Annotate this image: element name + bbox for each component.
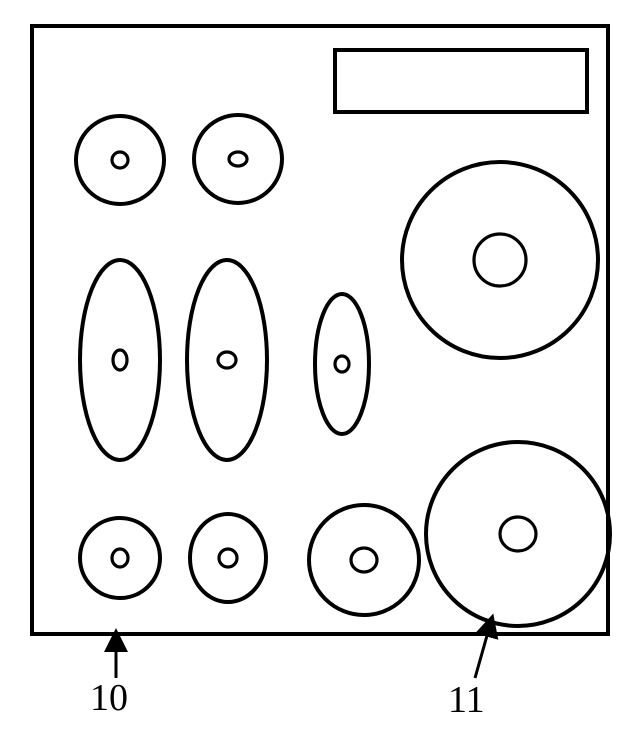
control-3 <box>187 260 267 460</box>
display-rect <box>335 50 587 112</box>
control-0 <box>76 116 164 204</box>
control-5 <box>402 162 598 358</box>
control-4 <box>315 294 369 434</box>
callout-label-10: 10 <box>90 676 128 720</box>
panel-diagram <box>0 0 643 742</box>
control-9 <box>426 442 610 626</box>
control-1 <box>194 115 282 203</box>
control-2 <box>80 260 160 460</box>
control-7 <box>190 514 266 602</box>
callout-label-11: 11 <box>448 678 485 722</box>
control-6 <box>80 518 160 598</box>
control-8 <box>309 505 419 615</box>
